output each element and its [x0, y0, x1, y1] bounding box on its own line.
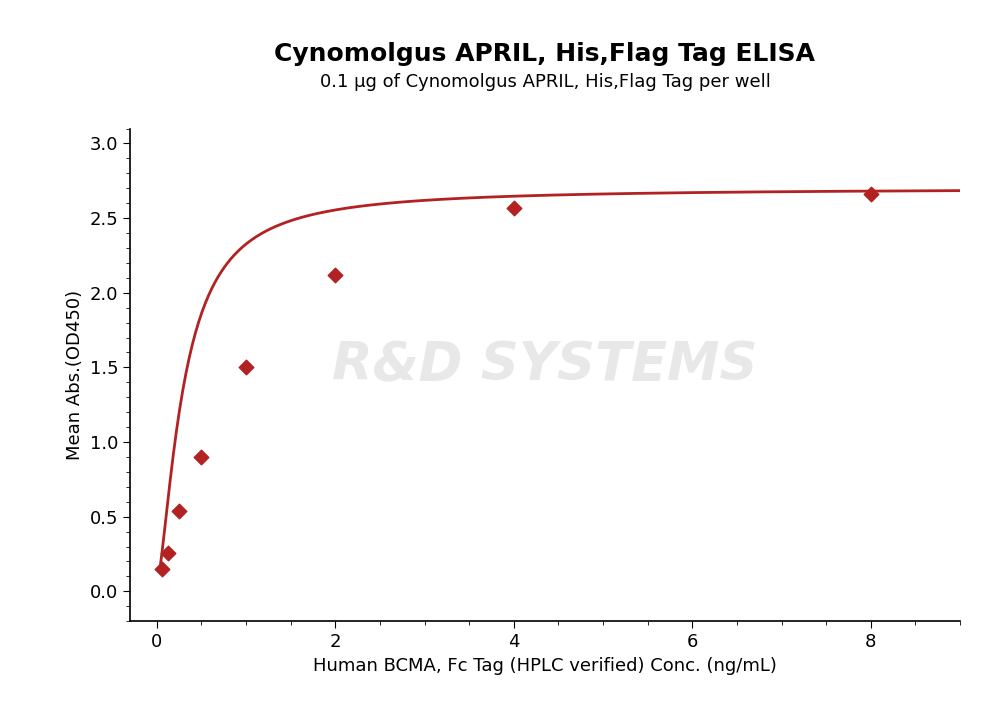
Y-axis label: Mean Abs.(OD450): Mean Abs.(OD450) — [66, 290, 84, 460]
Point — [863, 188, 879, 200]
Point — [327, 269, 343, 281]
Point — [238, 362, 254, 373]
Point — [193, 451, 209, 463]
Point — [506, 202, 522, 213]
Text: Cynomolgus APRIL, His,Flag Tag ELISA: Cynomolgus APRIL, His,Flag Tag ELISA — [274, 41, 816, 66]
X-axis label: Human BCMA, Fc Tag (HPLC verified) Conc. (ng/mL): Human BCMA, Fc Tag (HPLC verified) Conc.… — [313, 657, 777, 675]
Point — [160, 547, 176, 558]
Point — [154, 563, 170, 575]
Text: 0.1 μg of Cynomolgus APRIL, His,Flag Tag per well: 0.1 μg of Cynomolgus APRIL, His,Flag Tag… — [320, 73, 770, 91]
Point — [171, 505, 187, 516]
Text: R&D SYSTEMS: R&D SYSTEMS — [332, 339, 758, 391]
